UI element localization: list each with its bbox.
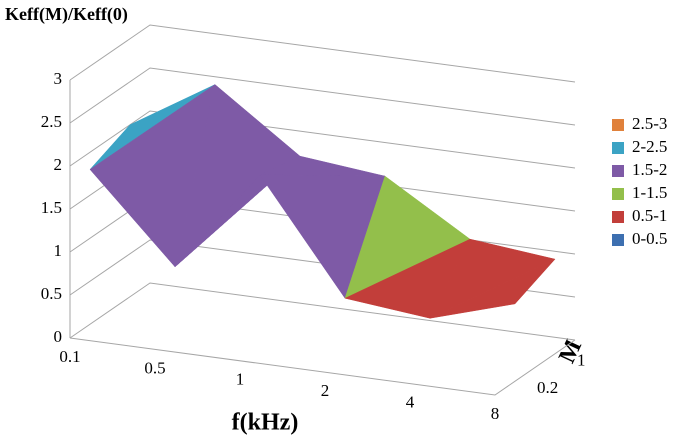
- z-tick-label: 1.5: [41, 198, 62, 217]
- legend-swatch: [612, 165, 624, 177]
- grid-line: [69, 282, 576, 341]
- depth-tick-label: 1: [577, 351, 586, 370]
- x-tick-label: 2: [321, 381, 330, 400]
- legend-label: 2-2.5: [632, 137, 667, 156]
- x-tick-label: 4: [406, 393, 415, 412]
- z-tick-label: 3: [54, 69, 63, 88]
- legend-label: 0.5-1: [632, 206, 667, 225]
- chart-title: Keff(M)/Keff(0): [5, 4, 128, 25]
- legend-swatch: [612, 188, 624, 200]
- z-tick-label: 0: [54, 327, 63, 346]
- legend-label: 1.5-2: [632, 160, 667, 179]
- z-tick-label: 2.5: [41, 112, 62, 131]
- surface-facet: [429, 258, 556, 319]
- x-tick-label: 0.1: [59, 347, 80, 366]
- x-tick-label: 8: [491, 404, 500, 423]
- legend-label: 1-1.5: [632, 183, 667, 202]
- x-axis-title: f(kHz): [232, 410, 299, 436]
- legend-swatch: [612, 142, 624, 154]
- floor-edge: [69, 337, 576, 396]
- z-tick-label: 2: [54, 155, 63, 174]
- legend-swatch: [612, 234, 624, 246]
- grid-line: [69, 24, 576, 83]
- legend-swatch: [612, 211, 624, 223]
- legend-label: 2.5-3: [632, 114, 667, 133]
- z-tick-label: 0.5: [41, 284, 62, 303]
- legend-label: 0-0.5: [632, 229, 667, 248]
- depth-tick-label: 0.2: [537, 378, 558, 397]
- legend-swatch: [612, 119, 624, 131]
- z-tick-label: 1: [54, 241, 63, 260]
- x-tick-label: 0.5: [144, 358, 165, 377]
- grid-line: [69, 67, 576, 126]
- grid-line: [69, 110, 576, 169]
- x-tick-label: 1: [236, 370, 245, 389]
